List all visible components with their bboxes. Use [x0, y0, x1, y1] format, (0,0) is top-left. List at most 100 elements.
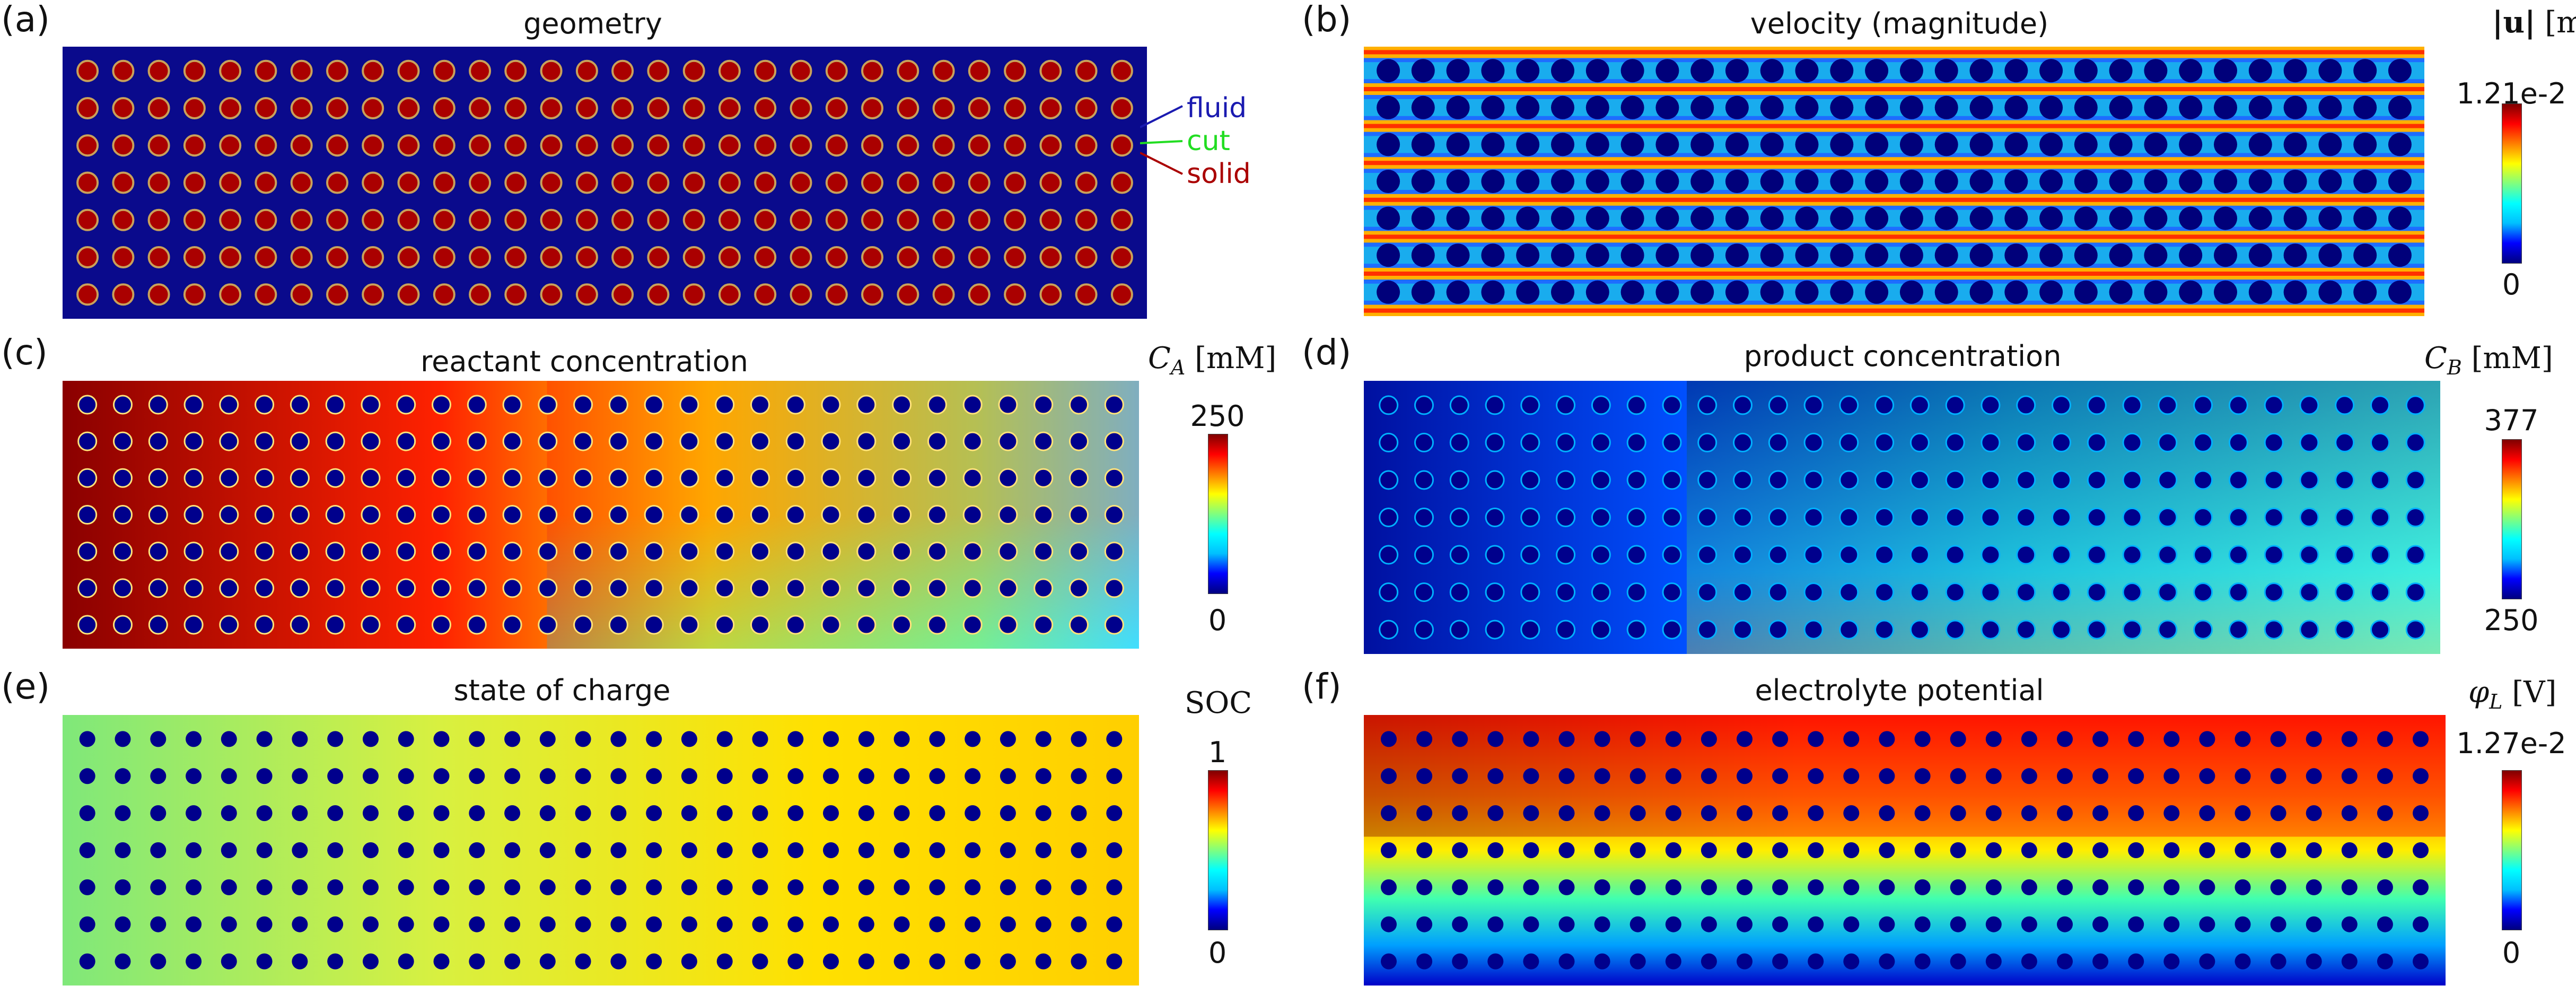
pore-circle [1701, 916, 1717, 932]
pore-circle [115, 731, 131, 747]
pore-circle [858, 842, 874, 858]
pore-circle [1981, 470, 2001, 490]
pore-circle [1879, 842, 1895, 858]
pore-circle [682, 134, 705, 157]
pore-circle [504, 953, 521, 970]
pore-circle [2109, 243, 2133, 267]
pore-circle [927, 578, 947, 598]
pore-circle [1585, 280, 1609, 304]
pore-circle [256, 768, 273, 784]
pore-circle [2335, 395, 2355, 415]
pore-circle [1808, 916, 1824, 932]
pore-circle [1449, 508, 1469, 527]
pore-circle [823, 768, 839, 784]
pore-circle [716, 805, 733, 822]
pore-circle [1874, 470, 1895, 490]
pore-circle [681, 879, 697, 895]
pore-circle [858, 953, 874, 970]
pore-circle [1381, 916, 1397, 932]
pore-circle [186, 879, 202, 895]
pore-circle [539, 731, 556, 747]
pore-circle [861, 59, 883, 82]
pore-circle [1411, 243, 1435, 267]
pore-circle [433, 731, 450, 747]
pore-circle [433, 283, 455, 306]
pore-circle [2353, 95, 2377, 119]
pore-circle [2270, 768, 2286, 784]
pore-circle [823, 916, 839, 932]
panel-c-label: (c) [1, 332, 48, 373]
pore-circle [1733, 619, 1753, 640]
pore-circle [2074, 59, 2098, 83]
pore-circle [76, 134, 99, 157]
pore-circle [2092, 842, 2109, 858]
pore-circle [2039, 206, 2063, 230]
pore-circle [2283, 133, 2307, 156]
pore-circle [1035, 768, 1052, 784]
pore-circle [1377, 206, 1400, 230]
pore-circle [219, 505, 239, 525]
pore-circle [2199, 768, 2215, 784]
pore-circle [396, 395, 416, 415]
pore-circle [79, 916, 95, 932]
pore-circle [1071, 916, 1087, 932]
pore-circle [1945, 508, 1965, 527]
pore-circle [1594, 805, 1610, 822]
pore-circle [1772, 916, 1789, 932]
pore-circle [2353, 59, 2377, 83]
pore-circle [469, 208, 492, 231]
pore-circle [2092, 768, 2109, 784]
pore-circle [2109, 133, 2133, 156]
pore-circle [1626, 470, 1646, 490]
pore-circle [968, 97, 991, 119]
pore-circle [148, 542, 168, 562]
pore-circle [2388, 59, 2412, 83]
pore-circle [1697, 395, 1718, 415]
pore-circle [2057, 916, 2073, 932]
pore-circle [1452, 768, 1468, 784]
pore-circle [2021, 731, 2037, 747]
pore-circle [148, 468, 168, 488]
pore-circle [2377, 953, 2393, 970]
pore-circle [290, 134, 313, 157]
pore-circle [2179, 206, 2203, 230]
pore-circle [575, 246, 598, 268]
pore-circle [856, 431, 877, 451]
pore-circle [2335, 432, 2355, 452]
pore-circle [1934, 170, 1958, 193]
pore-circle [1760, 280, 1784, 304]
pore-circle [1985, 916, 2002, 932]
pore-circle [1690, 170, 1714, 193]
pore-circle [183, 542, 204, 562]
pore-circle [2228, 545, 2248, 565]
pore-circle [1626, 582, 1646, 603]
pore-circle [362, 283, 384, 306]
pore-circle [363, 953, 379, 970]
pore-circle [679, 431, 699, 451]
pore-circle [183, 395, 204, 415]
legend-solid-label: solid [1187, 158, 1251, 190]
pore-circle [1795, 59, 1819, 83]
pore-circle [147, 246, 170, 268]
pore-circle [754, 97, 777, 119]
pore-circle [823, 805, 839, 822]
pore-circle [1843, 731, 1860, 747]
pore-circle [1104, 615, 1124, 635]
pore-circle [2405, 470, 2425, 490]
pore-circle [397, 134, 420, 157]
pore-circle [1950, 842, 1966, 858]
pore-circle [1377, 280, 1400, 304]
pore-circle [77, 468, 98, 488]
pore-circle [927, 615, 947, 635]
pore-circle [965, 805, 981, 822]
pore-circle [1551, 170, 1574, 193]
pore-circle [1760, 206, 1784, 230]
pore-circle [1558, 768, 1575, 784]
pore-circle [646, 953, 662, 970]
pore-circle [1106, 768, 1123, 784]
pore-circle [785, 431, 805, 451]
pore-circle [77, 431, 98, 451]
pore-circle [1039, 208, 1062, 231]
wake-band [1364, 247, 2424, 264]
pore-circle [76, 97, 99, 119]
